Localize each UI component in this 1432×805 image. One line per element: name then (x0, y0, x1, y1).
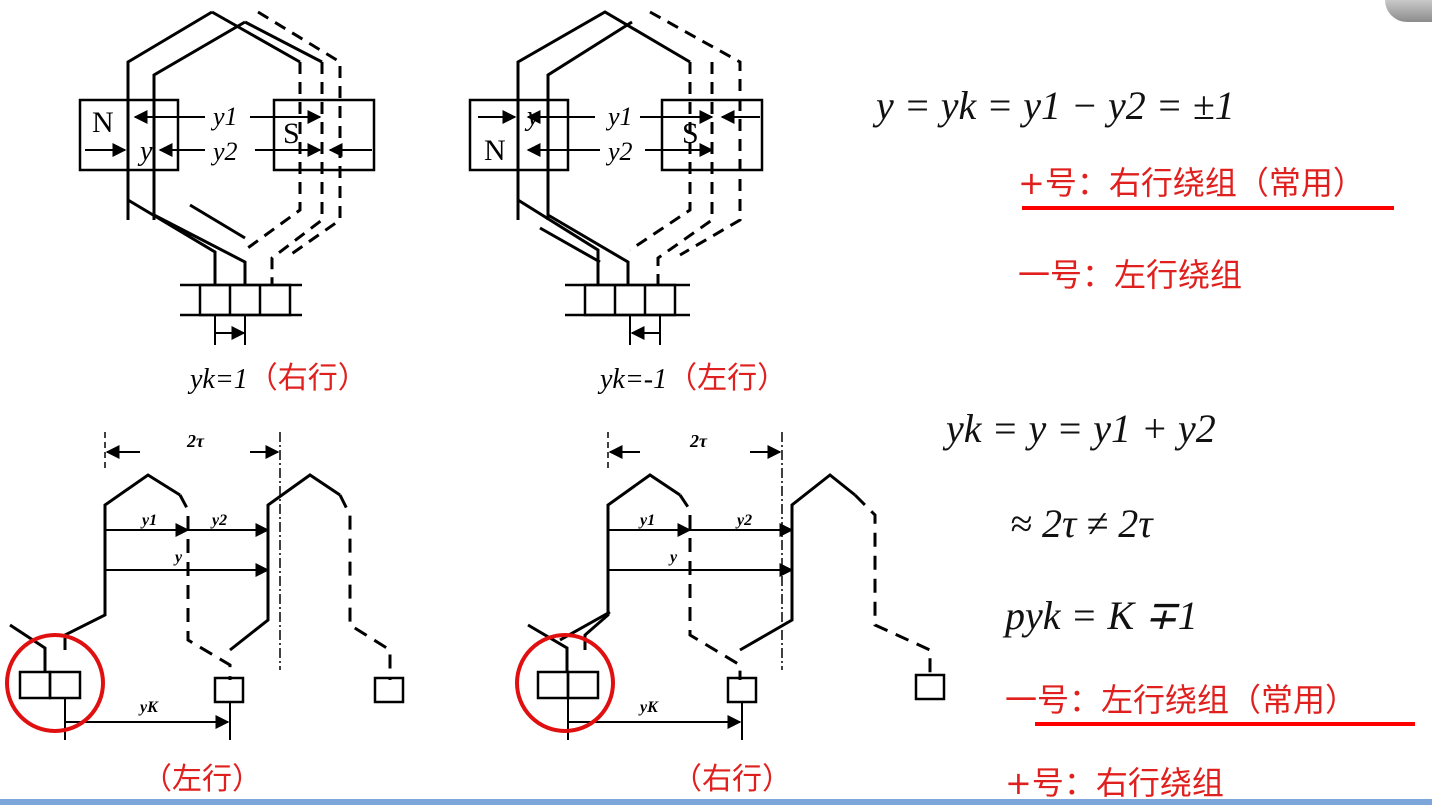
tm-S-label: S (682, 117, 699, 150)
underline-minus-common (1035, 722, 1415, 726)
bottom-middle-caption: （右行） (672, 763, 792, 797)
bm-y1-label: y1 (638, 512, 655, 529)
bottom-left-caption-text: （左行） (142, 762, 262, 797)
tm-y1-label: y1 (605, 102, 633, 131)
tl-y-label: y (137, 136, 153, 167)
top-middle-caption-math: yk=-1 (600, 364, 668, 395)
tl-N-label: N (92, 106, 114, 139)
bottom-left-caption: （左行） (142, 763, 262, 797)
equation-lap-pitch: y = yk = y1 − y2 = ±1 (876, 83, 1235, 128)
tm-y-label: y (524, 101, 540, 132)
bottom-middle-caption-text: （右行） (672, 762, 792, 797)
top-middle-caption: yk=-1（左行） (600, 362, 787, 397)
tl-S-label: S (283, 117, 300, 150)
bottom-middle-wave-diagram (527, 432, 946, 740)
top-left-caption-direction: （右行） (247, 361, 368, 396)
top-middle-arrows (478, 110, 760, 340)
bm-2tau-label: 2τ (689, 431, 708, 451)
underline-plus-common (1022, 206, 1394, 210)
bl-y1-label: y1 (140, 512, 157, 529)
top-middle-lap-diagram (468, 10, 764, 345)
note-minus-left-winding-common: 一号：左行绕组（常用） (1005, 681, 1358, 719)
bm-yK-label: yK (638, 699, 659, 716)
bottom-left-arrows (65, 445, 280, 729)
bottom-border-bar (0, 799, 1432, 805)
equation-wave-pitch: yk = y = y1 + y2 (946, 406, 1216, 451)
note-minus-left-winding: 一号：左行绕组 (1018, 256, 1243, 294)
tm-y2-label: y2 (605, 137, 633, 166)
corner-decoration (1385, 0, 1432, 22)
top-left-lap-diagram (78, 10, 376, 345)
bl-2tau-label: 2τ (186, 431, 205, 451)
bl-y-label: y (173, 549, 183, 566)
tm-N-label: N (484, 134, 506, 167)
top-left-caption: yk=1（右行） (190, 362, 368, 397)
tl-y2-label: y2 (210, 137, 238, 166)
bl-y2-label: y2 (210, 512, 227, 529)
tl-y1-label: y1 (210, 102, 238, 131)
bm-y2-label: y2 (735, 512, 752, 529)
equation-commutator-relation: pyk = K ∓1 (1005, 593, 1198, 638)
bl-yK-label: yK (138, 699, 159, 716)
note-plus-right-winding: +号：右行绕组 (1005, 764, 1224, 802)
bottom-middle-highlight-circle (515, 633, 615, 733)
top-left-arrows (85, 110, 372, 340)
bottom-left-wave-diagram (9, 432, 405, 740)
top-middle-caption-direction: （左行） (667, 361, 788, 396)
bottom-left-highlight-circle (5, 633, 105, 733)
equation-approx-two-tau: ≈ 2τ ≠ 2τ (1010, 501, 1153, 546)
bottom-middle-arrows (568, 445, 794, 729)
bm-y-label: y (668, 549, 678, 566)
note-plus-right-winding-common: +号：右行绕组（常用） (1018, 164, 1365, 202)
top-left-caption-math: yk=1 (190, 364, 248, 395)
